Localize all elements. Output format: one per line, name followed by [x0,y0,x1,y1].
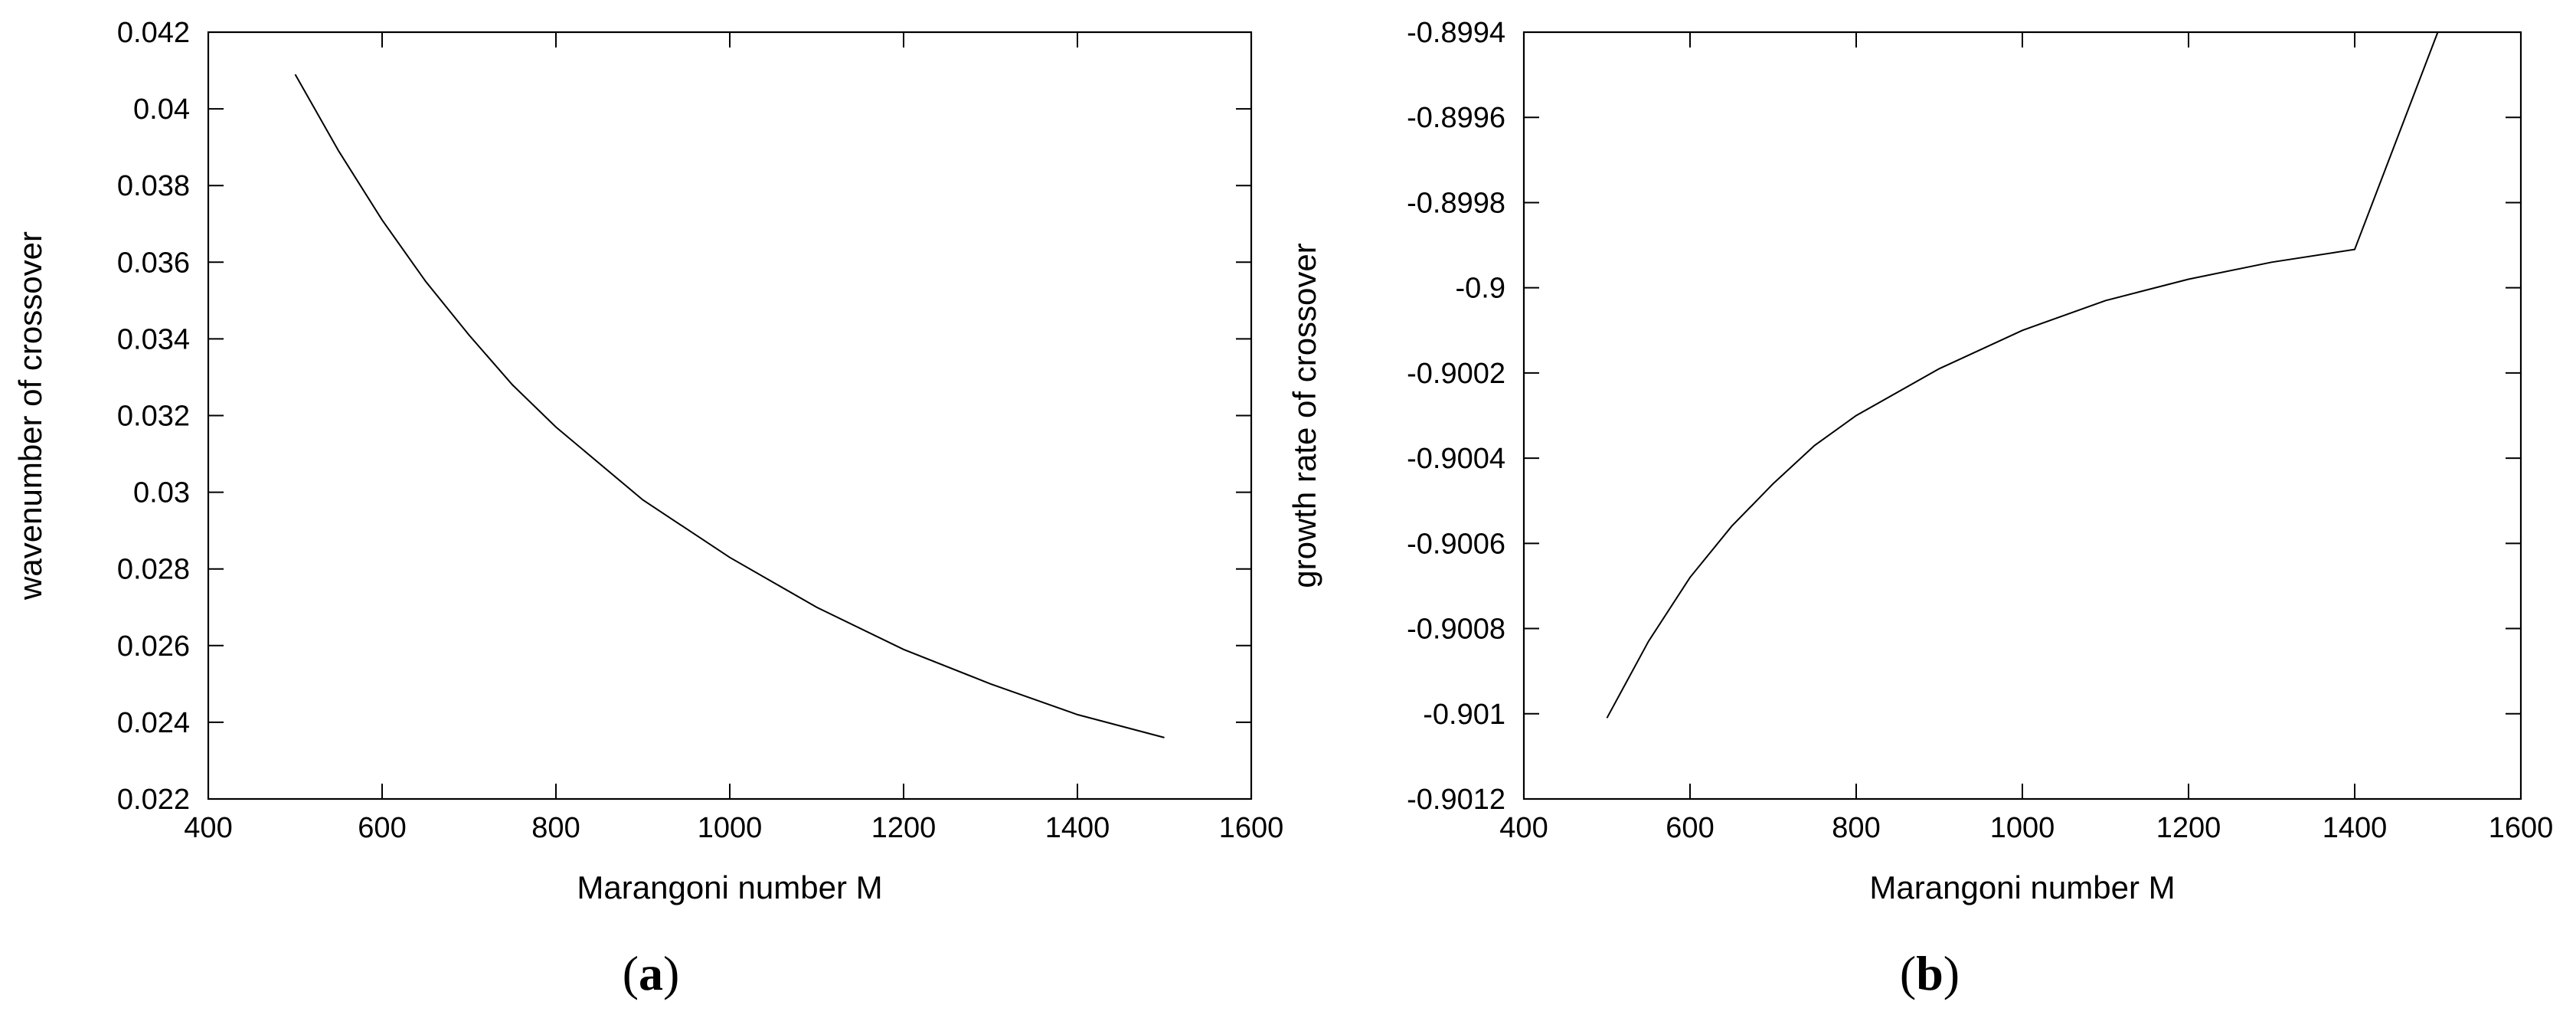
y-tick-label: 0.022 [117,784,190,816]
x-tick-label: 1200 [871,812,937,844]
y-tick-label: 0.028 [117,554,190,586]
y-tick-label: -0.8998 [1407,187,1505,219]
y-tick-label: -0.8996 [1407,102,1505,134]
y-tick-label: -0.9 [1456,273,1505,305]
x-tick-label: 1000 [1990,812,2055,844]
x-tick-label: 1200 [2156,812,2221,844]
x-tick-label: 400 [1499,812,1548,844]
x-tick-label: 800 [531,812,580,844]
panel-label: (a) [623,946,680,1000]
x-tick-label: 800 [1832,812,1880,844]
x-tick-label: 1400 [2323,812,2388,844]
panel-b: 400 600 800 1000 1200 1400 1600 -0.9012 -0.901 -0… [1286,17,2553,1000]
series-line [294,74,1165,738]
plot-frame [1522,31,2522,800]
y-tick-label: 0.032 [117,401,190,433]
x-axis-label: Marangoni number M [577,869,882,905]
y-tick-label: 0.04 [133,93,190,126]
y-axis-label: growth rate of crossover [1286,243,1322,588]
panel-label: (b) [1900,946,1960,1000]
x-axis-label: Marangoni number M [1869,869,2175,905]
x-tick-label: 1600 [1219,812,1284,844]
y-tick-label: 0.036 [117,247,190,279]
y-tick-label: -0.9004 [1407,443,1505,475]
y-tick-label: 0.042 [117,17,190,49]
y-tick-label: 0.024 [117,707,190,739]
y-tick-label: -0.9012 [1407,784,1505,816]
y-tick-label: 0.03 [133,477,190,509]
x-tick-label: 600 [358,812,406,844]
x-tick-label: 1600 [2489,812,2554,844]
series-line [1606,31,2439,719]
y-tick-label: -0.8994 [1407,17,1505,49]
x-tick-label: 1400 [1045,812,1110,844]
y-tick-label: -0.9002 [1407,358,1505,390]
y-tick-label: -0.9008 [1407,614,1505,646]
y-axis-label: wavenumber of crossover [12,231,48,601]
x-tick-label: 1000 [698,812,763,844]
x-tick-label: 600 [1666,812,1714,844]
y-tick-label: 0.034 [117,323,190,355]
y-tick-label: -0.901 [1423,699,1505,731]
plot-frame [207,31,1253,800]
y-tick-label: 0.038 [117,170,190,202]
y-tick-label: 0.026 [117,630,190,663]
y-tick-label: -0.9006 [1407,528,1505,560]
panel-a: 400 600 800 1000 1200 1400 1600 0.022 0.024 0.026… [12,17,1283,1000]
x-tick-label: 400 [184,812,232,844]
